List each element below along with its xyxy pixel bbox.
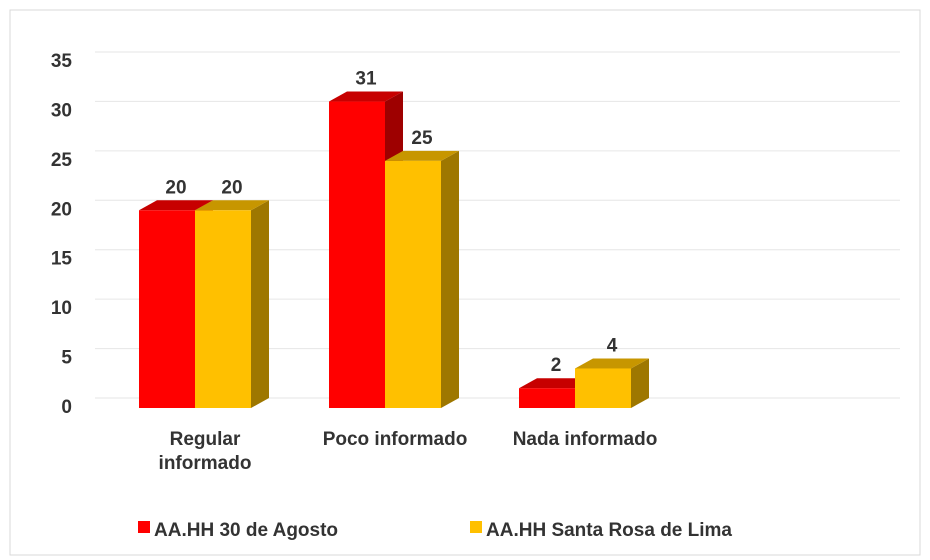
y-tick-label: 20 (51, 199, 72, 220)
data-label: 20 (165, 177, 186, 198)
data-label: 31 (355, 69, 377, 90)
data-label: 2 (551, 355, 562, 376)
chart-border (9, 9, 921, 556)
bar-top (575, 358, 649, 369)
bar-top (519, 378, 593, 389)
legend-label: AA.HH Santa Rosa de Lima (486, 520, 732, 541)
y-tick-label: 15 (51, 249, 73, 270)
legend-swatch (138, 521, 150, 533)
legend-swatch (470, 521, 482, 533)
y-tick-label: 30 (51, 100, 72, 121)
data-label: 20 (221, 177, 242, 198)
bar-side (441, 150, 459, 408)
bar (195, 210, 251, 408)
y-tick-label: 10 (51, 298, 72, 319)
bar-top (139, 200, 213, 211)
bar (139, 210, 195, 408)
y-tick-label: 25 (51, 150, 73, 171)
data-label: 25 (411, 128, 433, 149)
bar-side (631, 358, 649, 408)
bar (329, 101, 385, 409)
bar (575, 368, 631, 408)
bar-top (329, 91, 403, 102)
y-tick-label: 5 (61, 348, 72, 369)
y-tick-label: 0 (61, 397, 72, 418)
bar-side (251, 200, 269, 408)
x-tick-label: Nada informado (512, 429, 658, 450)
x-tick-label: Regular informado (158, 429, 252, 474)
y-tick-label: 35 (51, 51, 73, 72)
x-tick-label: Poco informado (322, 429, 468, 450)
data-label: 4 (607, 335, 618, 356)
bar-top (195, 200, 269, 211)
legend-label: AA.HH 30 de Agosto (154, 520, 339, 541)
bar (519, 388, 575, 408)
bar-top (385, 150, 459, 161)
bar (385, 160, 441, 408)
